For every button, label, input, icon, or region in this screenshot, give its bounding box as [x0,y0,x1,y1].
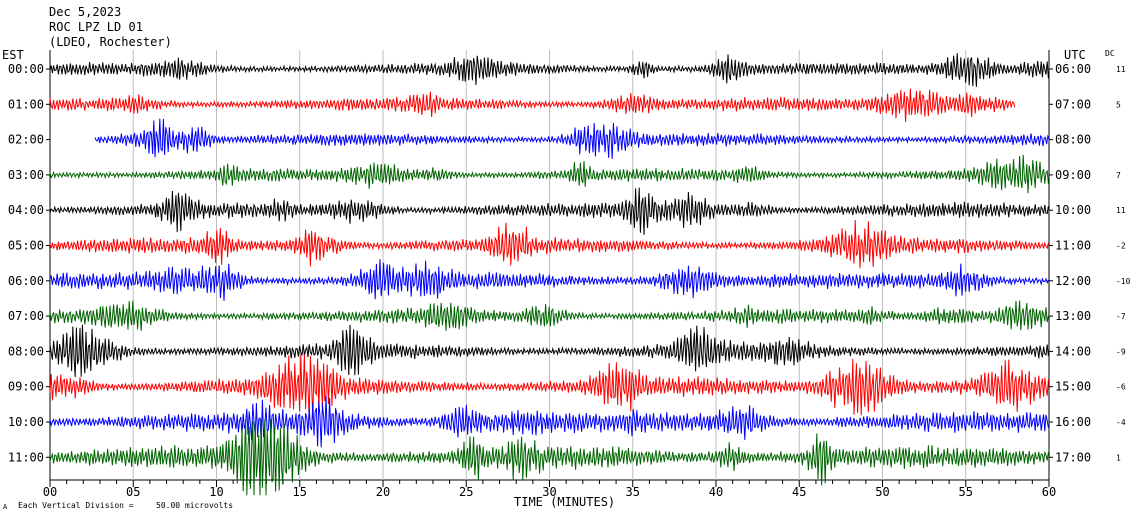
utc-hour-label: 15:00 [1055,380,1091,394]
x-tick-label: 15 [293,485,307,499]
est-hour-label: 10:00 [8,415,44,429]
scale-note: Each Vertical Division = [18,501,134,510]
est-hour-label: 00:00 [8,62,44,76]
seismic-trace [49,419,1049,496]
network-name: (LDEO, Rochester) [49,35,172,49]
seismic-trace [49,187,1049,235]
utc-hour-label: 17:00 [1055,450,1091,464]
footer-mark: A [3,503,8,511]
utc-hour-label: 11:00 [1055,239,1091,253]
dc-offset-label: -9 [1116,347,1126,356]
x-tick-label: 55 [959,485,973,499]
utc-hour-label: 10:00 [1055,203,1091,217]
x-tick-label: 40 [709,485,723,499]
seismic-trace [49,219,1049,269]
seismic-trace [94,118,1050,159]
est-hour-label: 04:00 [8,203,44,217]
utc-hour-label: 16:00 [1055,415,1091,429]
est-hour-label: 03:00 [8,168,44,182]
est-hour-label: 06:00 [8,274,44,288]
x-tick-label: 60 [1042,485,1056,499]
x-tick-label: 50 [875,485,889,499]
est-hour-label: 01:00 [8,97,44,111]
utc-hour-label: 08:00 [1055,133,1091,147]
dc-offset-label: 7 [1116,171,1121,180]
est-hour-label: 08:00 [8,344,44,358]
est-axis-label: EST [2,48,24,62]
chart-date: Dec 5,2023 [49,5,122,19]
dc-offset-label: -2 [1116,242,1126,251]
x-tick-label: 20 [376,485,390,499]
x-tick-label: 30 [542,485,556,499]
utc-hour-label: 12:00 [1055,274,1091,288]
x-tick-label: 45 [792,485,806,499]
utc-hour-label: 07:00 [1055,97,1091,111]
seismic-trace [49,53,1049,87]
est-hour-label: 11:00 [8,450,44,464]
est-hour-label: 05:00 [8,239,44,253]
est-hour-label: 07:00 [8,309,44,323]
dc-offset-label: 11 [1116,206,1126,215]
seismic-trace [49,324,1049,378]
scale-value: 50.00 microvolts [156,501,234,510]
est-hour-label: 02:00 [8,133,44,147]
dc-offset-label: 5 [1116,100,1121,109]
seismic-trace [49,259,1049,301]
dc-offset-label: 1 [1116,453,1121,462]
x-tick-label: 00 [43,485,57,499]
x-tick-label: 25 [459,485,473,499]
seismic-trace [49,154,1049,194]
dc-offset-label: -4 [1116,418,1126,427]
dc-offset-label: -6 [1116,383,1126,392]
utc-axis-label: UTC [1064,48,1086,62]
dc-column-label: DC [1105,49,1115,58]
utc-hour-label: 06:00 [1055,62,1091,76]
utc-hour-label: 13:00 [1055,309,1091,323]
utc-hour-label: 14:00 [1055,344,1091,358]
station-code: ROC LPZ LD 01 [49,20,143,34]
x-tick-label: 05 [126,485,140,499]
x-axis-title: TIME (MINUTES) [514,495,616,509]
dc-offset-label: 11 [1116,65,1126,74]
seismic-trace [49,395,1049,448]
dc-offset-label: -7 [1116,312,1126,321]
x-tick-label: 10 [209,485,223,499]
dc-offset-label: -10 [1116,277,1130,286]
seismic-trace [49,88,1016,123]
est-hour-label: 09:00 [8,380,44,394]
seismic-trace [49,354,1049,420]
x-tick-label: 35 [626,485,640,499]
seismic-trace [49,300,1049,331]
utc-hour-label: 09:00 [1055,168,1091,182]
